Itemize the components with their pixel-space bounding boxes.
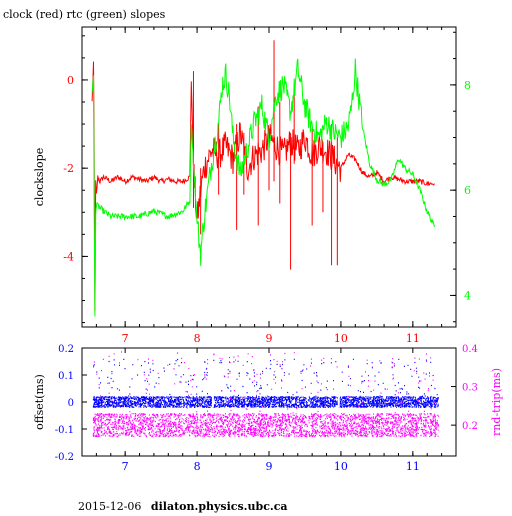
footer-date: 2015-12-06 <box>78 500 142 513</box>
bottom-y2-axis-label: rnd-trip(ms) <box>490 368 503 436</box>
top-x-tick-label: 11 <box>406 332 420 345</box>
bottom-y2-tick-label: 0.4 <box>462 344 478 355</box>
footer: 2015-12-06 dilaton.physics.ubc.ca <box>78 500 288 513</box>
bottom-y-tick-label: 0.2 <box>58 344 74 355</box>
bottom-x-tick-label: 10 <box>334 460 348 473</box>
bottom-y-tick-label: -0.2 <box>55 452 74 463</box>
bottom-y2-tick-label: 0.2 <box>462 421 478 432</box>
bottom-x-tick-label: 9 <box>266 460 273 473</box>
bottom-y-tick-label: 0 <box>68 398 74 409</box>
top-x-tick-label: 9 <box>266 332 273 345</box>
top-y2-tick-label: 6 <box>464 184 471 197</box>
bottom-y-axis-label: offset(ms) <box>33 374 46 430</box>
top-x-tick-label: 7 <box>122 332 129 345</box>
bottom-x-tick-label: 7 <box>122 460 129 473</box>
top-y2-tick-label: 8 <box>464 79 471 92</box>
bottom-y-tick-label: -0.1 <box>55 425 74 436</box>
top-y-tick-label: -4 <box>63 250 74 263</box>
top-y-tick-label: 0 <box>67 74 74 87</box>
bottom-x-tick-label: 8 <box>194 460 201 473</box>
chart-title: clock (red) rtc (green) slopes <box>3 8 166 21</box>
footer-host: dilaton.physics.ubc.ca <box>150 500 288 513</box>
top-y2-tick-label: 4 <box>464 289 471 302</box>
top-x-tick-label: 10 <box>334 332 348 345</box>
top-y-axis-label: clockslope <box>33 148 46 206</box>
series-line-clock <box>91 61 435 312</box>
bottom-x-tick-label: 11 <box>406 460 420 473</box>
bottom-y2-tick-label: 0.3 <box>462 383 478 394</box>
top-y-tick-label: -2 <box>63 162 74 175</box>
scatter-points-offset <box>92 358 439 408</box>
top-x-tick-label: 8 <box>194 332 201 345</box>
scatter-points-rndtrip <box>92 351 439 438</box>
series-line-rtc <box>91 58 435 317</box>
bottom-y-tick-label: 0.1 <box>58 371 74 382</box>
